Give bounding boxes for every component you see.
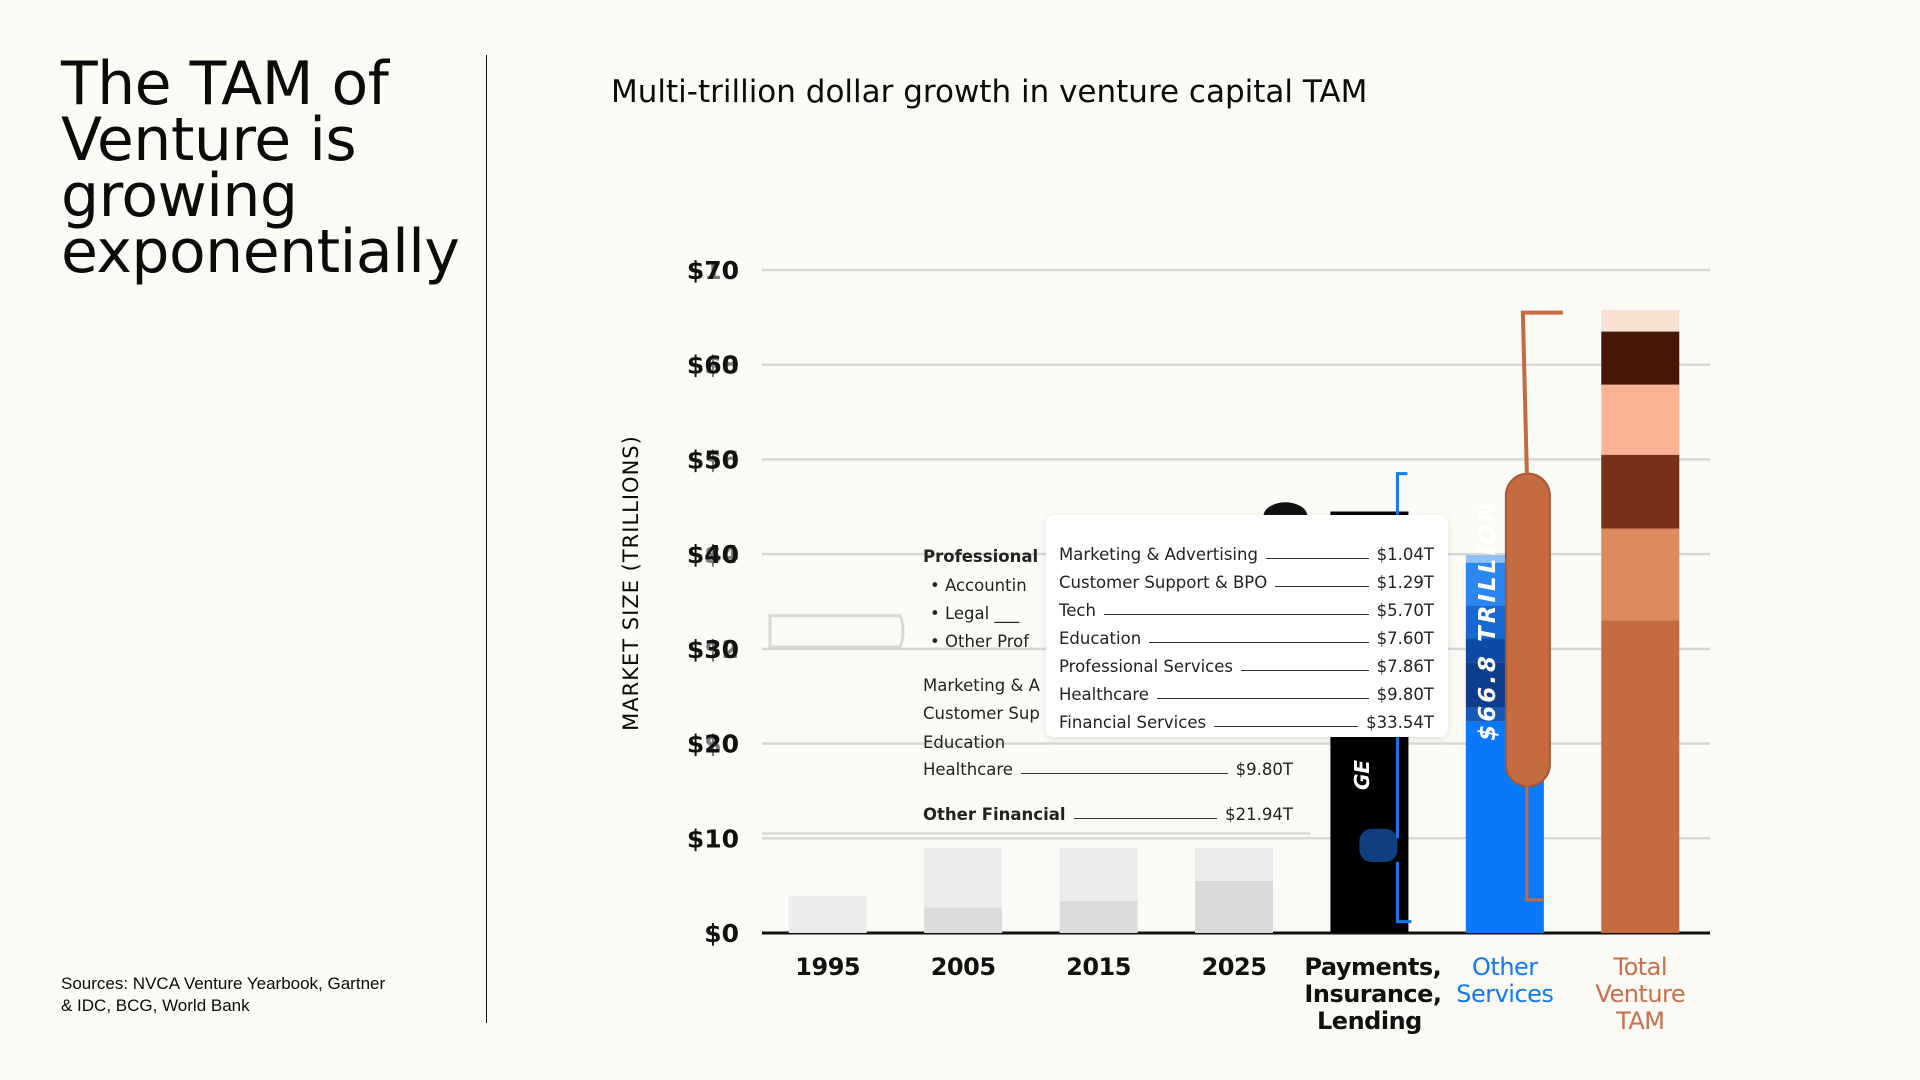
- x-category-label: Other Services: [1456, 953, 1554, 1008]
- bar-segment: [1059, 900, 1138, 933]
- ghost-partial: Education: [923, 733, 1006, 752]
- ghost-tick-label: $6: [704, 445, 739, 474]
- bar-segment: [1601, 528, 1680, 621]
- y-tick-label: $70: [687, 256, 739, 285]
- popup-row: Tech $5.70T: [1059, 601, 1434, 620]
- y-tick-label: $60: [687, 351, 739, 380]
- bar-segment: [1601, 331, 1680, 385]
- other-services-thermometer: [1504, 472, 1551, 788]
- payments-stroke-cap: [1263, 502, 1308, 517]
- payments-blue-blob: [1359, 828, 1398, 862]
- x-category-label: 2005: [930, 953, 996, 981]
- ghost-bullet: • Legal ___: [930, 604, 1020, 623]
- bar-segment: [1601, 309, 1680, 332]
- bar-segment: [1601, 620, 1680, 933]
- ghost-tick-label: $0: [704, 730, 739, 759]
- ghost-shape: [768, 614, 905, 649]
- bar-segment: [1059, 847, 1138, 901]
- popup-row: Financial Services $33.54T: [1059, 713, 1434, 732]
- bar-segment: [1601, 454, 1680, 529]
- ghost-partial: Customer Sup: [923, 704, 1040, 723]
- y-tick-label: $50: [687, 445, 739, 474]
- bar-segment: [1195, 847, 1273, 881]
- ghost-tick-label: $10: [687, 256, 739, 285]
- ghost-other-financial-row: Other Financial $21.94T: [923, 805, 1293, 824]
- x-category-label: 2015: [1066, 953, 1131, 981]
- y-tick-label: $0: [704, 919, 739, 948]
- x-category-label: Total Venture TAM: [1595, 953, 1686, 1035]
- chart-subtitle: Multi-trillion dollar growth in venture …: [611, 74, 1368, 110]
- popup-row: Education $7.60T: [1059, 629, 1434, 648]
- x-category-label: 1995: [795, 953, 861, 981]
- ghost-heading: Professional: [923, 547, 1039, 566]
- ghost-partial: Marketing & A: [923, 676, 1040, 695]
- y-tick-label: $40: [687, 540, 739, 569]
- popup-row: Healthcare $9.80T: [1059, 685, 1434, 704]
- other-services-total-label: $66.8 TRILLION: [1475, 499, 1501, 741]
- bar-segment: [788, 930, 867, 933]
- y-tick-label: $10: [687, 824, 739, 853]
- vertical-divider: [486, 55, 487, 1023]
- x-category-label: 2025: [1201, 953, 1267, 981]
- tam-breakdown-popup: Marketing & Advertising $1.04T Customer S…: [1046, 515, 1448, 737]
- sources-note: Sources: NVCA Venture Yearbook, Gartner …: [61, 974, 386, 1015]
- popup-row: Professional Services $7.86T: [1059, 657, 1434, 676]
- ghost-tick-label: $8: [704, 351, 739, 380]
- bar-segment: [1195, 880, 1273, 933]
- bar-segment: [924, 847, 1003, 908]
- x-category-label: Payments, Insurance, Lending: [1304, 953, 1442, 1035]
- slide-title: The TAM of Venture is growing exponentia…: [61, 49, 460, 287]
- payments-bar-label: GE: [1350, 759, 1374, 791]
- bar-segment: [1601, 384, 1680, 455]
- thermometer-stem: [1525, 786, 1543, 902]
- thermometer-handle: [1520, 310, 1563, 474]
- popup-row: Marketing & Advertising $1.04T: [1059, 545, 1434, 564]
- bar-segment: [788, 896, 867, 931]
- ghost-bullet: • Accountin: [930, 576, 1027, 595]
- y-tick-label: $30: [687, 635, 739, 664]
- ghost-healthcare-row: Healthcare $9.80T: [923, 760, 1293, 779]
- ghost-tick-label: $4: [704, 540, 739, 569]
- y-tick-label: $20: [687, 730, 739, 759]
- payments-blue-stem: [1395, 861, 1412, 924]
- ghost-bullet: • Other Prof: [930, 632, 1030, 651]
- ghost-tick-label: $2: [704, 635, 739, 664]
- bar-segment: [924, 907, 1003, 933]
- popup-row: Customer Support & BPO $1.29T: [1059, 573, 1434, 592]
